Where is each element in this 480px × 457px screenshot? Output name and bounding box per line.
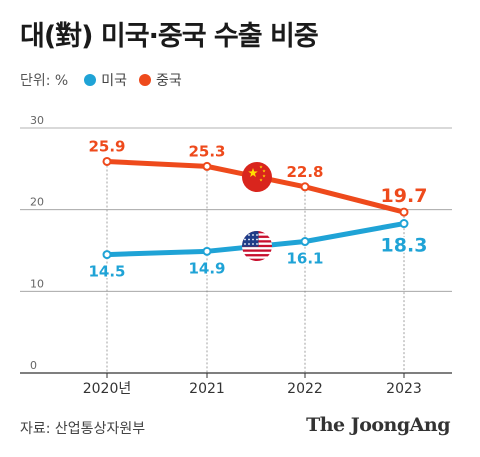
us-flag-star <box>252 243 254 245</box>
china-flag-small-star <box>259 178 263 182</box>
us-flag-stripe <box>242 251 272 255</box>
legend-item-us: 미국 <box>84 70 127 90</box>
data-point <box>399 207 409 217</box>
y-tick-label: 30 <box>30 114 44 127</box>
data-point <box>202 161 212 171</box>
us-flag-star <box>244 234 246 236</box>
china-flag-icon <box>242 162 272 192</box>
unit-label: 단위: % <box>20 73 69 89</box>
china-flag-small-star <box>262 174 266 178</box>
us-flag-star <box>248 234 250 236</box>
us-flag-stripe <box>242 254 272 257</box>
y-tick-label: 10 <box>30 277 44 290</box>
us-flag-star <box>256 238 258 241</box>
data-label: 19.7 <box>381 185 428 207</box>
data-point <box>102 250 112 260</box>
us-flag-star <box>256 234 258 236</box>
legend-dot-china <box>139 74 151 86</box>
us-flag-star <box>248 238 250 241</box>
legend-dot-us <box>84 74 97 86</box>
chart-title: 대(對) 미국·중국 수출 비중 <box>20 21 319 52</box>
us-flag-stripe <box>242 247 272 250</box>
us-flag-stripe <box>242 258 272 261</box>
brand-logo: The JoongAng <box>306 414 450 436</box>
china-flag-star <box>248 168 258 178</box>
data-point <box>399 219 409 229</box>
us-flag-body <box>242 231 272 261</box>
x-tick-label: 2020년 <box>83 381 132 397</box>
y-tick-label: 0 <box>30 359 37 372</box>
data-label: 18.3 <box>381 235 428 257</box>
data-point <box>102 156 112 166</box>
data-label: 14.9 <box>188 259 225 277</box>
us-flag-stripe <box>242 249 272 252</box>
legend-item-china: 중국 <box>139 70 182 90</box>
china-flag-disc <box>242 162 272 192</box>
china-flag-small-star <box>259 165 263 169</box>
y-tick-label: 20 <box>30 196 44 209</box>
data-label: 25.3 <box>188 142 225 160</box>
data-label: 14.5 <box>88 263 125 281</box>
x-tick-label: 2021 <box>189 381 225 397</box>
china-flag-small-star <box>262 169 266 173</box>
us-flag-star <box>256 243 258 245</box>
data-point <box>300 237 310 247</box>
x-tick-label: 2023 <box>386 381 422 397</box>
data-label: 22.8 <box>286 163 323 181</box>
source-note: 자료: 산업통상자원부 <box>20 421 146 437</box>
legend-label-china: 중국 <box>156 73 182 89</box>
us-flag-star <box>252 234 254 236</box>
us-flag-stripe <box>242 256 272 259</box>
legend-label-us: 미국 <box>101 73 127 89</box>
data-point <box>300 182 310 192</box>
data-point <box>202 246 212 256</box>
us-flag-star <box>252 238 254 241</box>
us-flag-icon <box>242 231 272 261</box>
us-flag-star <box>248 243 250 245</box>
data-label: 16.1 <box>286 250 323 268</box>
x-tick-label: 2022 <box>287 381 323 397</box>
us-flag-star <box>244 238 246 241</box>
data-label: 25.9 <box>88 137 125 155</box>
us-flag-star <box>244 243 246 245</box>
legend: 단위: % 미국 중국 <box>20 70 194 90</box>
